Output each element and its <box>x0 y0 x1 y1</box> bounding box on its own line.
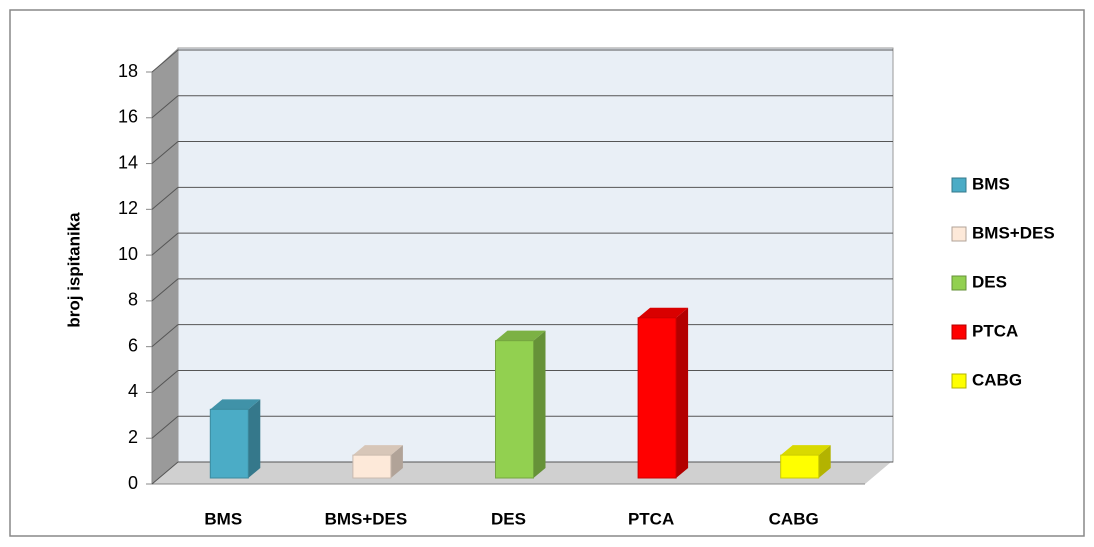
y-tick-label: 10 <box>118 244 138 264</box>
bar <box>352 454 392 479</box>
y-tick-label: 8 <box>128 290 138 310</box>
grid-line <box>151 370 179 393</box>
x-tick-label: DES <box>491 509 526 528</box>
bar <box>637 317 677 479</box>
grid-line <box>151 278 179 302</box>
bar-side <box>676 307 689 478</box>
y-tick-label: 12 <box>118 198 138 218</box>
bar-side <box>390 445 403 478</box>
bar-top <box>780 445 831 456</box>
side-wall <box>152 48 178 484</box>
x-tick-label: CABG <box>769 509 819 528</box>
grid-line <box>151 141 179 164</box>
y-axis-title: broj ispitanika <box>64 212 83 328</box>
y-tick-label: 0 <box>128 473 138 493</box>
x-tick-label: BMS <box>204 509 242 528</box>
x-tick-label: BMS+DES <box>325 509 408 528</box>
legend-swatch <box>951 373 967 389</box>
grid-line <box>151 232 179 256</box>
legend-label: CABG <box>972 370 1022 389</box>
bar-top <box>638 307 689 318</box>
legend-label: BMS+DES <box>972 223 1055 242</box>
legend-swatch <box>951 275 967 291</box>
y-tick-label: 18 <box>118 61 138 81</box>
grid-line <box>151 324 179 348</box>
grid-line <box>151 415 179 439</box>
legend-label: PTCA <box>972 321 1018 340</box>
bar-top <box>495 330 546 341</box>
bar-top <box>352 445 403 456</box>
bar-side <box>533 330 546 478</box>
legend-swatch <box>951 226 967 242</box>
bar-side <box>248 399 261 478</box>
bar <box>495 340 534 479</box>
bar-side <box>818 445 831 478</box>
y-tick-label: 4 <box>128 381 138 401</box>
grid-line <box>151 186 179 210</box>
bar-top <box>210 399 261 410</box>
y-tick-label: 16 <box>118 107 138 127</box>
bar <box>209 408 249 479</box>
x-tick-label: PTCA <box>628 509 674 528</box>
legend-label: BMS <box>972 174 1010 193</box>
y-tick-label: 2 <box>128 427 138 447</box>
legend-swatch <box>951 177 967 193</box>
grid-line <box>151 95 179 119</box>
bar <box>780 454 820 479</box>
y-tick-label: 6 <box>128 335 138 355</box>
legend-swatch <box>951 324 967 340</box>
grid-line <box>151 461 179 485</box>
grid-line <box>151 49 179 73</box>
y-tick-label: 14 <box>118 152 138 172</box>
legend-label: DES <box>972 272 1007 291</box>
